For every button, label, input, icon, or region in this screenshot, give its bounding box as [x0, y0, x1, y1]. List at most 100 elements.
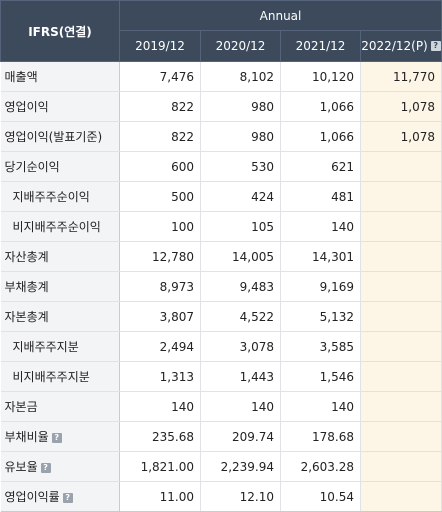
row-label-total-equity: 자본총계: [0, 301, 120, 332]
table-row: 지배주주순이익 500 424 481: [0, 181, 442, 212]
table-row: 자산총계 12,780 14,005 14,301: [0, 241, 442, 272]
period-header-2022p-label: 2022/12(P): [361, 39, 428, 53]
table-cell: 530: [200, 151, 281, 182]
table-cell: 140: [280, 211, 361, 242]
table-cell: 11.00: [119, 481, 201, 512]
row-label-text: 부채비율: [4, 430, 49, 444]
table-row: 매출액 7,476 8,102 10,120 11,770: [0, 61, 442, 92]
table-cell: 621: [280, 151, 361, 182]
table-cell: 500: [119, 181, 201, 212]
row-label-controlling-equity: 지배주주지분: [0, 331, 120, 362]
table-row: 자본총계 3,807 4,522 5,132: [0, 301, 442, 332]
row-label-text: 유보율: [4, 460, 38, 474]
row-label-noncontrolling-equity: 비지배주주지분: [0, 361, 120, 392]
table-cell: 980: [200, 91, 281, 122]
table-cell: 1,066: [280, 91, 361, 122]
table-cell-estimate: [360, 481, 442, 512]
row-label-revenue: 매출액: [0, 61, 120, 92]
table-cell-estimate: [360, 361, 442, 392]
group-header-annual: Annual: [118, 0, 442, 31]
table-cell: 3,585: [280, 331, 361, 362]
table-cell-estimate: [360, 241, 442, 272]
table-cell: 1,821.00: [119, 451, 201, 482]
table-cell: 105: [200, 211, 281, 242]
table-row: 영업이익 822 980 1,066 1,078: [0, 91, 442, 122]
row-label-capital-stock: 자본금: [0, 391, 120, 422]
table-cell: 12,780: [119, 241, 201, 272]
table-cell: 9,483: [200, 271, 281, 302]
table-row: 자본금 140 140 140: [0, 391, 442, 422]
table-cell: 8,102: [200, 61, 281, 92]
table-row: 유보율? 1,821.00 2,239.94 2,603.28: [0, 451, 442, 482]
help-icon[interactable]: ?: [430, 41, 441, 51]
table-row: 비지배주주지분 1,313 1,443 1,546: [0, 361, 442, 392]
row-label-noncontrolling-net-income: 비지배주주순이익: [0, 211, 120, 242]
row-label-reserve-ratio: 유보율?: [0, 451, 120, 482]
table-row: 지배주주지분 2,494 3,078 3,585: [0, 331, 442, 362]
table-row: 비지배주주순이익 100 105 140: [0, 211, 442, 242]
table-cell-estimate: [360, 421, 442, 452]
table-cell-estimate: [360, 181, 442, 212]
table-cell: 140: [200, 391, 281, 422]
row-label-total-assets: 자산총계: [0, 241, 120, 272]
table-cell: 1,066: [280, 121, 361, 152]
table-cell-estimate: 1,078: [360, 121, 442, 152]
table-cell-estimate: [360, 331, 442, 362]
table-cell: 178.68: [280, 421, 361, 452]
period-header-2022p: 2022/12(P) ?: [359, 30, 442, 62]
table-cell-estimate: [360, 271, 442, 302]
table-cell-estimate: [360, 211, 442, 242]
row-label-operating-profit: 영업이익: [0, 91, 120, 122]
row-label-text: 영업이익률: [4, 490, 60, 504]
table-cell: 600: [119, 151, 201, 182]
table-cell-estimate: [360, 391, 442, 422]
table-cell-estimate: [360, 301, 442, 332]
table-cell: 100: [119, 211, 201, 242]
table-cell: 3,078: [200, 331, 281, 362]
row-label-operating-margin: 영업이익률?: [0, 481, 120, 512]
table-cell: 8,973: [119, 271, 201, 302]
table-cell: 9,169: [280, 271, 361, 302]
table-cell: 481: [280, 181, 361, 212]
table-row: 부채총계 8,973 9,483 9,169: [0, 271, 442, 302]
table-cell-estimate: 1,078: [360, 91, 442, 122]
table-row: 당기순이익 600 530 621: [0, 151, 442, 182]
table-cell: 3,807: [119, 301, 201, 332]
help-icon[interactable]: ?: [40, 462, 51, 473]
table-cell: 1,443: [200, 361, 281, 392]
table-cell: 4,522: [200, 301, 281, 332]
table-cell: 235.68: [119, 421, 201, 452]
row-header-ifrs: IFRS(연결): [0, 0, 120, 62]
table-cell: 2,494: [119, 331, 201, 362]
help-icon[interactable]: ?: [51, 432, 62, 443]
table-cell-estimate: [360, 151, 442, 182]
table-cell: 140: [280, 391, 361, 422]
table-cell-estimate: 11,770: [360, 61, 442, 92]
row-label-debt-ratio: 부채비율?: [0, 421, 120, 452]
table-cell-estimate: [360, 451, 442, 482]
table-cell: 822: [119, 121, 201, 152]
table-row: 영업이익률? 11.00 12.10 10.54: [0, 481, 442, 512]
table-row: 부채비율? 235.68 209.74 178.68: [0, 421, 442, 452]
table-cell: 424: [200, 181, 281, 212]
table-cell: 140: [119, 391, 201, 422]
table-cell: 14,301: [280, 241, 361, 272]
period-header-2019: 2019/12: [119, 30, 201, 62]
table-cell: 1,313: [119, 361, 201, 392]
help-icon[interactable]: ?: [62, 492, 73, 503]
table-cell: 10,120: [280, 61, 361, 92]
period-header-2021: 2021/12: [280, 30, 361, 62]
row-label-net-income: 당기순이익: [0, 151, 120, 182]
table-cell: 980: [200, 121, 281, 152]
table-cell: 1,546: [280, 361, 361, 392]
period-header-2020: 2020/12: [200, 30, 281, 62]
table-cell: 10.54: [280, 481, 361, 512]
table-cell: 822: [119, 91, 201, 122]
row-label-total-liabilities: 부채총계: [0, 271, 120, 302]
table-header: IFRS(연결) Annual 2019/12 2020/12 2021/12 …: [0, 0, 442, 62]
table-cell: 2,603.28: [280, 451, 361, 482]
table-row: 영업이익(발표기준) 822 980 1,066 1,078: [0, 121, 442, 152]
table-cell: 2,239.94: [200, 451, 281, 482]
table-cell: 7,476: [119, 61, 201, 92]
